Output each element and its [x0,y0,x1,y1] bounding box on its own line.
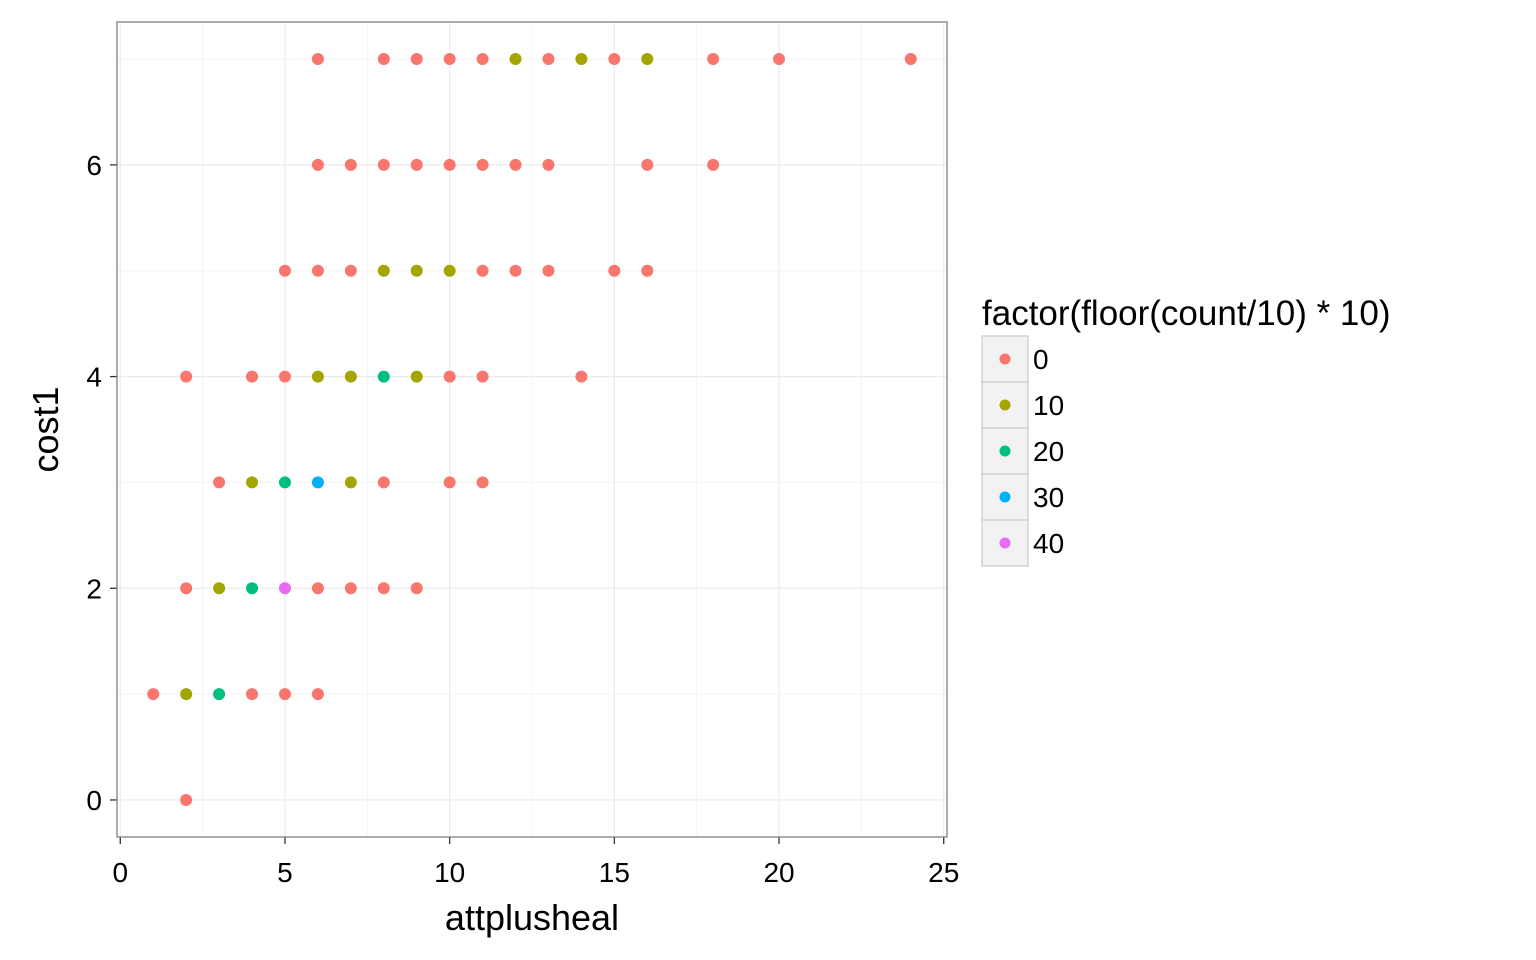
data-point-series-0 [608,264,621,277]
legend-items: 0 10 20 30 40 [981,335,1064,567]
x-tick-label: 15 [599,857,630,888]
data-point-series-20 [213,688,226,701]
data-point-series-0 [476,370,489,383]
data-point-series-20 [377,370,390,383]
data-point-series-0 [773,53,786,66]
y-tick-label: 0 [86,785,102,816]
data-point-series-40 [278,582,291,595]
data-point-series-10 [410,370,423,383]
data-point-series-0 [410,158,423,171]
data-point-series-10 [575,53,588,66]
x-tick-label: 10 [434,857,465,888]
data-point-series-0 [476,264,489,277]
legend-label: 40 [1033,528,1064,559]
data-point-series-0 [377,582,390,595]
data-point-series-10 [213,582,226,595]
data-point-series-0 [180,370,193,383]
data-point-series-10 [180,688,193,701]
data-point-series-0 [641,158,654,171]
data-point-series-10 [246,476,259,489]
legend-key-box [981,473,1029,521]
x-tick-label: 20 [763,857,794,888]
data-point-series-0 [904,53,917,66]
data-point-series-0 [542,264,555,277]
data-point-series-0 [542,53,555,66]
data-point-series-0 [278,370,291,383]
x-tick-label: 5 [277,857,293,888]
legend-key-dot [999,445,1011,457]
data-point-series-0 [443,370,456,383]
data-point-series-0 [147,688,160,701]
y-tick-label: 6 [86,150,102,181]
data-point-series-30 [311,476,324,489]
legend-label: 0 [1033,344,1049,375]
axis-ticks: 0 5 10 15 20 25 0 2 4 6 [86,150,959,888]
data-point-series-10 [641,53,654,66]
legend-key-dot [999,491,1011,503]
data-point-series-0 [344,158,357,171]
y-axis-title: cost1 [25,386,66,472]
data-point-series-10 [344,370,357,383]
data-point-series-0 [344,582,357,595]
legend-key-dot [999,537,1011,549]
y-tick-label: 4 [86,362,102,393]
x-tick-label: 25 [928,857,959,888]
data-point-series-0 [443,158,456,171]
data-points [147,53,917,806]
data-point-series-10 [344,476,357,489]
data-point-series-10 [311,370,324,383]
data-point-series-0 [344,264,357,277]
data-point-series-0 [476,158,489,171]
data-point-series-0 [443,53,456,66]
data-point-series-0 [410,53,423,66]
legend-label: 30 [1033,482,1064,513]
data-point-series-0 [575,370,588,383]
x-axis-title: attplusheal [445,897,619,938]
data-point-series-10 [377,264,390,277]
data-point-series-20 [246,582,259,595]
legend-title: factor(floor(count/10) * 10) [982,294,1391,333]
legend-key-dot [999,399,1011,411]
data-point-series-0 [246,370,259,383]
x-tick-label: 0 [113,857,129,888]
data-point-series-0 [707,158,720,171]
legend-label: 10 [1033,390,1064,421]
data-point-series-10 [443,264,456,277]
data-point-series-20 [278,476,291,489]
data-point-series-0 [180,582,193,595]
data-point-series-0 [377,476,390,489]
data-point-series-0 [246,688,259,701]
data-point-series-0 [641,264,654,277]
data-point-series-0 [377,158,390,171]
data-point-series-0 [278,688,291,701]
data-point-series-0 [542,158,555,171]
plot-panel-border [116,21,948,838]
data-point-series-0 [311,688,324,701]
legend-key-dot [999,353,1011,365]
legend: factor(floor(count/10) * 10) 0 10 20 30 40 [981,294,1391,567]
data-point-series-0 [410,582,423,595]
data-point-series-10 [410,264,423,277]
data-point-series-0 [443,476,456,489]
data-point-series-0 [608,53,621,66]
data-point-series-0 [509,264,522,277]
data-point-series-0 [180,793,193,806]
data-point-series-0 [377,53,390,66]
data-point-series-0 [476,476,489,489]
legend-label: 20 [1033,436,1064,467]
data-point-series-0 [311,582,324,595]
data-point-series-0 [311,158,324,171]
data-point-series-0 [278,264,291,277]
data-point-series-0 [311,264,324,277]
data-point-series-0 [509,158,522,171]
data-point-series-0 [311,53,324,66]
data-point-series-0 [707,53,720,66]
y-tick-label: 2 [86,573,102,604]
data-point-series-10 [509,53,522,66]
data-point-series-0 [213,476,226,489]
grid-lines [117,22,947,837]
data-point-series-0 [476,53,489,66]
